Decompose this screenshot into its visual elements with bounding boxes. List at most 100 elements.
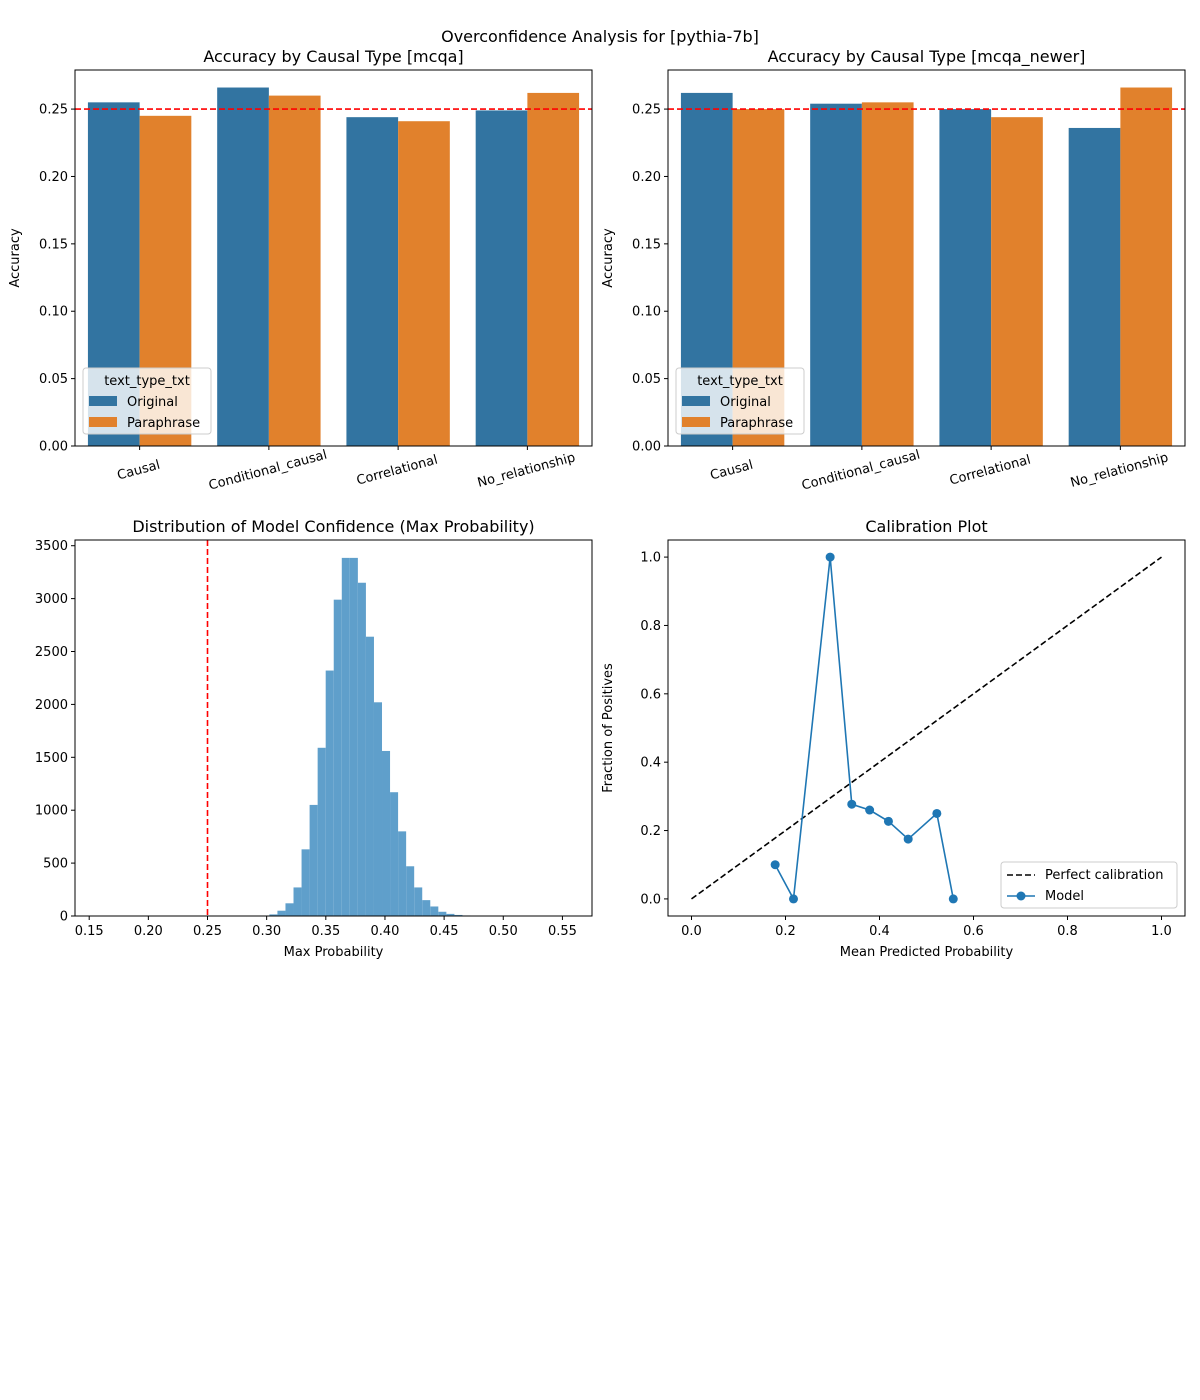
hist-bin bbox=[349, 557, 358, 916]
y-tick-label: 0.25 bbox=[632, 103, 661, 118]
x-tick-label: Correlational bbox=[948, 453, 1032, 489]
axes-frame bbox=[74, 539, 593, 917]
axes-frame bbox=[667, 539, 1186, 917]
legend-box bbox=[1000, 861, 1178, 909]
axes-frame bbox=[667, 69, 1186, 447]
bar-chart-mcqa: 0.00 0.05 0.10 0.15 0.20 0.25 Causal Conditiona… bbox=[8, 47, 593, 494]
bar-paraphrase-conditional_causal bbox=[268, 95, 321, 446]
hist-bin bbox=[365, 636, 374, 916]
model-point bbox=[770, 860, 780, 870]
x-tick-label: 0.40 bbox=[370, 924, 399, 939]
legend-title: text_type_txt bbox=[104, 374, 190, 389]
y-tick-label: 0.05 bbox=[39, 372, 68, 387]
x-tick-label: 0.25 bbox=[193, 924, 222, 939]
y-tick-label: 0 bbox=[60, 910, 68, 925]
legend-swatch-original bbox=[682, 396, 710, 406]
hist-bin bbox=[422, 900, 431, 916]
x-tick-label: Causal bbox=[116, 458, 162, 484]
model-point bbox=[825, 552, 835, 562]
y-tick-label: 0.00 bbox=[39, 440, 68, 455]
axes-title: Accuracy by Causal Type [mcqa_newer] bbox=[768, 47, 1086, 67]
x-tick-label: 0.50 bbox=[489, 924, 518, 939]
y-tick-label: 3000 bbox=[35, 592, 68, 607]
x-tick-label: No_relationship bbox=[476, 450, 577, 491]
bar-original-correlational bbox=[939, 109, 992, 447]
y-tick-label: 0.05 bbox=[632, 372, 661, 387]
hist-bin bbox=[285, 903, 294, 916]
legend-swatch-original bbox=[89, 396, 117, 406]
model-point bbox=[847, 799, 857, 809]
model-point bbox=[865, 805, 875, 815]
x-axis-label: Mean Predicted Probability bbox=[840, 945, 1014, 960]
bar-original-correlational bbox=[346, 117, 399, 446]
legend-swatch-paraphrase bbox=[682, 417, 710, 427]
legend-swatch-paraphrase bbox=[89, 417, 117, 427]
hist-bin bbox=[446, 913, 455, 916]
axes-title: Calibration Plot bbox=[865, 517, 987, 536]
hist-bin bbox=[438, 911, 447, 916]
y-tick-label: 0.20 bbox=[39, 170, 68, 185]
bar-paraphrase-no_relationship bbox=[527, 92, 580, 446]
legend-label-model: Model bbox=[1045, 889, 1084, 904]
legend-label-original: Original bbox=[127, 395, 178, 410]
y-axis-label: Accuracy bbox=[601, 228, 616, 288]
hist-bin bbox=[293, 887, 302, 916]
x-tick-label: 0.45 bbox=[430, 924, 459, 939]
perfect-calibration-line bbox=[691, 556, 1162, 900]
legend-label-paraphrase: Paraphrase bbox=[720, 416, 793, 431]
y-tick-label: 0.4 bbox=[640, 756, 661, 771]
legend-label-perfect: Perfect calibration bbox=[1045, 868, 1163, 883]
x-tick-label: No_relationship bbox=[1069, 450, 1170, 491]
model-point bbox=[788, 894, 798, 904]
bar-paraphrase-no_relationship bbox=[1120, 87, 1173, 446]
y-tick-label: 1.0 bbox=[640, 551, 661, 566]
y-tick-label: 2000 bbox=[35, 698, 68, 713]
hist-bin bbox=[301, 849, 310, 916]
y-axis-label: Accuracy bbox=[8, 228, 23, 288]
x-axis-label: Max Probability bbox=[284, 945, 384, 960]
bar-paraphrase-correlational bbox=[991, 117, 1043, 446]
y-tick-label: 0.2 bbox=[640, 824, 661, 839]
x-tick-label: 0.4 bbox=[869, 924, 890, 939]
hist-bin bbox=[269, 914, 278, 916]
y-tick-label: 0.00 bbox=[632, 440, 661, 455]
y-tick-label: 1000 bbox=[35, 804, 68, 819]
x-tick-label: 0.35 bbox=[311, 924, 340, 939]
x-tick-label: 0.0 bbox=[681, 924, 702, 939]
x-tick-label: 0.20 bbox=[134, 924, 163, 939]
model-point bbox=[948, 894, 958, 904]
x-tick-label: 0.55 bbox=[548, 924, 577, 939]
bar-chart-mcqa_newer: 0.00 0.05 0.10 0.15 0.20 0.25 Causal Conditiona… bbox=[601, 47, 1186, 494]
legend-label-paraphrase: Paraphrase bbox=[127, 416, 200, 431]
legend-label-original: Original bbox=[720, 395, 771, 410]
y-axis-label: Fraction of Positives bbox=[601, 663, 616, 793]
y-tick-label: 0.10 bbox=[39, 305, 68, 320]
y-tick-label: 0.6 bbox=[640, 687, 661, 702]
y-tick-label: 0.25 bbox=[39, 103, 68, 118]
hist-bin bbox=[430, 906, 439, 916]
hist-bin bbox=[454, 914, 463, 916]
legend-marker-model bbox=[1016, 891, 1026, 901]
x-tick-label: Conditional_causal bbox=[207, 448, 329, 494]
y-tick-label: 0.15 bbox=[632, 237, 661, 252]
y-tick-label: 1500 bbox=[35, 751, 68, 766]
x-tick-label: 0.2 bbox=[775, 924, 796, 939]
hist-bin bbox=[333, 599, 342, 916]
hist-bin bbox=[398, 831, 407, 916]
x-tick-label: Correlational bbox=[355, 453, 439, 489]
hist-bin bbox=[309, 804, 318, 916]
hist-bin bbox=[390, 792, 399, 916]
x-tick-label: 0.30 bbox=[252, 924, 281, 939]
hist-bin bbox=[357, 582, 366, 916]
y-tick-label: 0.8 bbox=[640, 619, 661, 634]
bar-original-no_relationship bbox=[1068, 127, 1121, 446]
hist-bin bbox=[406, 866, 415, 916]
y-tick-label: 0.0 bbox=[640, 892, 661, 907]
y-tick-label: 0.15 bbox=[39, 237, 68, 252]
hist-bin bbox=[277, 910, 286, 916]
y-tick-label: 0.20 bbox=[632, 170, 661, 185]
hist-bin bbox=[317, 747, 326, 916]
y-tick-label: 3500 bbox=[35, 539, 68, 554]
axes-title: Distribution of Model Confidence (Max Pr… bbox=[132, 517, 534, 536]
